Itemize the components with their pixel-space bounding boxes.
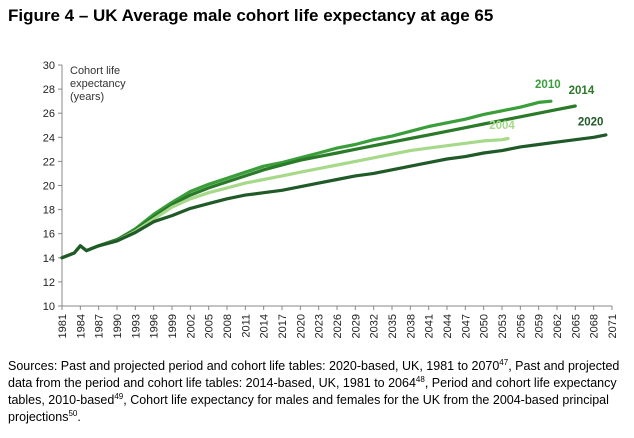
y-tick-label-12: 12 bbox=[43, 277, 55, 289]
x-tick-label-2059: 2059 bbox=[534, 314, 546, 338]
series-labels: 2010 2014 2004 2020 bbox=[489, 79, 603, 132]
series-lines bbox=[60, 99, 608, 260]
x-tick-label-1984: 1984 bbox=[75, 314, 87, 338]
x-tick-label-2071: 2071 bbox=[607, 314, 619, 338]
x-tick-label-2053: 2053 bbox=[497, 314, 509, 338]
x-tick-label-1987: 1987 bbox=[94, 314, 106, 338]
x-tick-label-1999: 1999 bbox=[167, 314, 179, 338]
footnote-48: 48 bbox=[415, 374, 425, 384]
y-tick-label-14: 14 bbox=[43, 253, 55, 265]
series-label-2010: 2010 bbox=[535, 79, 561, 91]
series-line-2020 bbox=[60, 133, 608, 260]
footnote-50: 50 bbox=[68, 408, 78, 418]
x-tick-label-2050: 2050 bbox=[479, 314, 491, 338]
x-tick-label-2047: 2047 bbox=[460, 314, 472, 338]
x-tick-label-2068: 2068 bbox=[589, 314, 601, 338]
y-tick-label-10: 10 bbox=[43, 301, 55, 313]
series-label-2014: 2014 bbox=[569, 85, 595, 97]
series-label-2020: 2020 bbox=[578, 116, 604, 128]
x-tick-label-2005: 2005 bbox=[204, 314, 216, 338]
y-tick-label-22: 22 bbox=[43, 156, 55, 168]
x-tick-label-2065: 2065 bbox=[570, 314, 582, 338]
y-axis: 10 12 14 16 18 20 22 24 26 28 30 bbox=[43, 60, 63, 313]
series-label-2004: 2004 bbox=[489, 120, 515, 132]
y-tick-label-16: 16 bbox=[43, 229, 55, 241]
figure-title: Figure 4 – UK Average male cohort life e… bbox=[8, 6, 494, 25]
x-tick-label-2002: 2002 bbox=[185, 314, 197, 338]
x-tick-label-2029: 2029 bbox=[350, 314, 362, 338]
y-tick-label-18: 18 bbox=[43, 205, 55, 217]
footnote-47: 47 bbox=[499, 357, 509, 367]
series-line-2004 bbox=[60, 136, 510, 260]
y-tick-label-24: 24 bbox=[43, 132, 55, 144]
y-tick-label-28: 28 bbox=[43, 84, 55, 96]
source-text-1: Sources: Past and projected period and c… bbox=[8, 359, 500, 373]
source-text-2: , Past and projected data from the perio… bbox=[8, 359, 620, 390]
x-tick-label-1996: 1996 bbox=[149, 314, 161, 338]
x-tick-label-2038: 2038 bbox=[405, 314, 417, 338]
sources-note: Sources: Past and projected period and c… bbox=[8, 358, 626, 426]
x-tick-label-2032: 2032 bbox=[369, 314, 381, 338]
y-axis-label-line: Cohort life bbox=[70, 65, 120, 77]
x-tick-label-2020: 2020 bbox=[295, 314, 307, 338]
source-text-4: , Cohort life expectancy for males and f… bbox=[8, 393, 609, 424]
x-tick-label-2026: 2026 bbox=[332, 314, 344, 338]
source-text-3: , Period and cohort life expectancy tabl… bbox=[8, 376, 617, 407]
x-tick-label-2062: 2062 bbox=[552, 314, 564, 338]
x-tick-label-1993: 1993 bbox=[130, 314, 142, 338]
footnote-49: 49 bbox=[114, 391, 124, 401]
x-tick-label-2035: 2035 bbox=[387, 314, 399, 338]
x-tick-label-2023: 2023 bbox=[314, 314, 326, 338]
x-tick-label-2041: 2041 bbox=[424, 314, 436, 338]
x-tick-label-1981: 1981 bbox=[57, 314, 69, 338]
x-tick-label-2056: 2056 bbox=[515, 314, 527, 338]
x-tick-label-1990: 1990 bbox=[112, 314, 124, 338]
y-axis-label-line: expectancy bbox=[70, 78, 126, 90]
x-tick-label-2014: 2014 bbox=[259, 314, 271, 338]
x-axis: 1981 1984 1987 1990 1993 1996 1999 2002 2005 2008… bbox=[57, 305, 619, 338]
y-tick-label-30: 30 bbox=[43, 60, 55, 72]
x-tick-label-2044: 2044 bbox=[442, 314, 454, 338]
y-tick-label-20: 20 bbox=[43, 181, 55, 193]
source-text-5: . bbox=[77, 410, 81, 424]
y-tick-label-26: 26 bbox=[43, 108, 55, 120]
y-axis-label-line: (years) bbox=[70, 91, 104, 103]
x-tick-label-2017: 2017 bbox=[277, 314, 289, 338]
x-tick-label-2008: 2008 bbox=[222, 314, 234, 338]
x-tick-label-2011: 2011 bbox=[240, 314, 252, 338]
